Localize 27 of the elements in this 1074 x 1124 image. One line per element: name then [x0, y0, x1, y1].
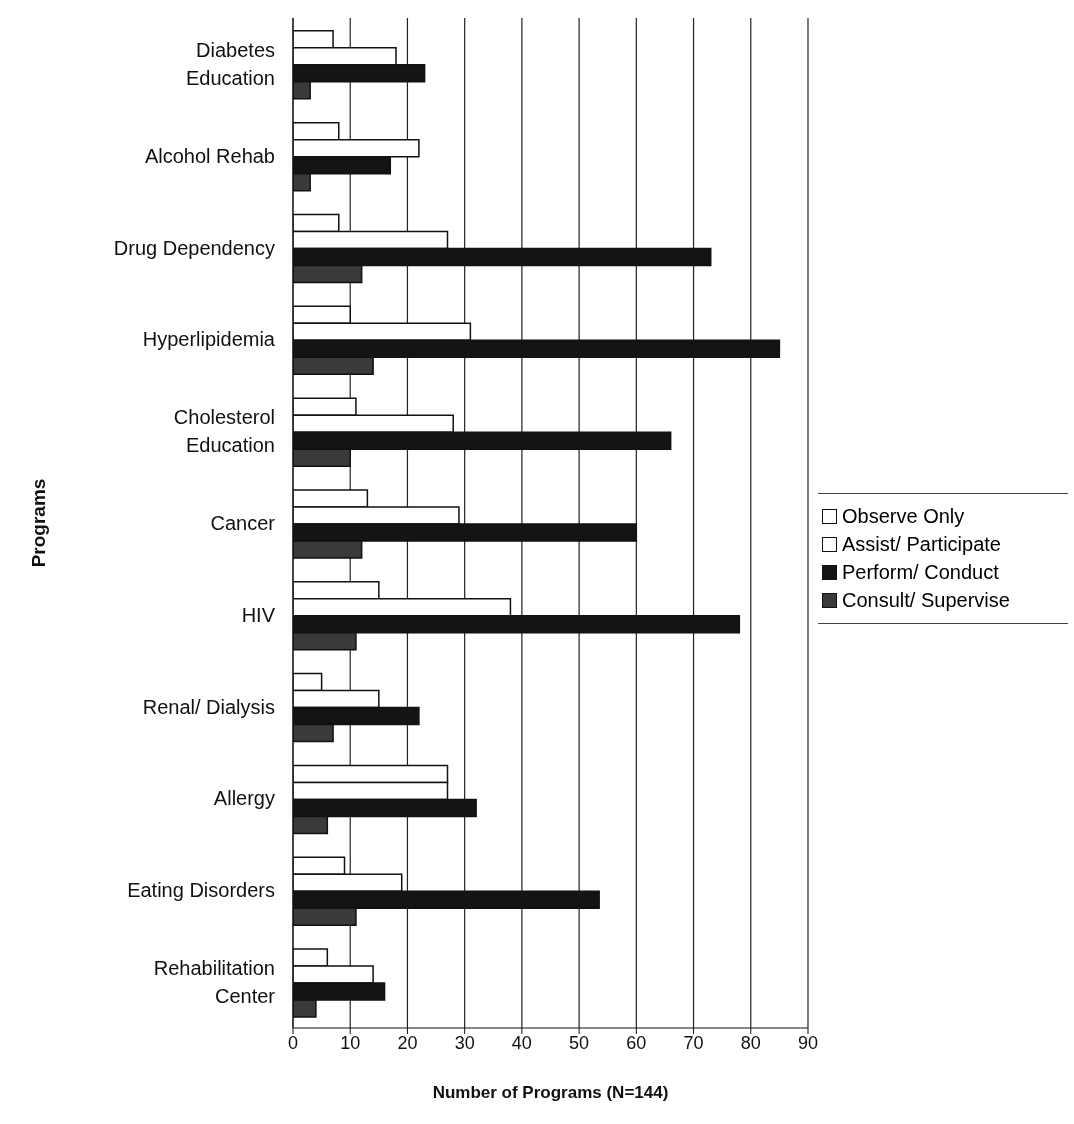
y-tick-label: Hyperlipidemia [142, 328, 276, 351]
legend-label: Consult/ Supervise [842, 588, 1010, 612]
y-tick-label: Eating Disorders [127, 879, 275, 902]
x-tick-label: 70 [683, 1032, 704, 1053]
x-tick-label: 0 [287, 1032, 299, 1053]
y-tick-label: Cancer [210, 512, 276, 534]
y-tick-label: HIV [241, 603, 276, 626]
y-tick-label: Rehabilitation Center [153, 957, 276, 1008]
legend-label: Perform/ Conduct [842, 560, 999, 584]
x-axis-title: Number of Programs (N=144) [432, 1083, 669, 1102]
legend-label: Assist/ Participate [842, 532, 1001, 556]
legend-label: Observe Only [842, 504, 965, 528]
x-tick-label: 50 [569, 1032, 590, 1053]
x-tick-label: 80 [740, 1032, 761, 1053]
x-tick-label: 20 [397, 1032, 418, 1053]
y-tick-label: Drug Dependency [113, 236, 275, 259]
x-tick-label: 30 [454, 1032, 475, 1053]
y-tick-label: Alcohol Rehab [144, 144, 275, 167]
y-tick-label: Allergy [213, 787, 275, 810]
x-tick-label: 10 [340, 1032, 361, 1053]
x-tick-label: 90 [797, 1032, 819, 1053]
y-tick-label: Diabetes Education [186, 38, 275, 89]
x-tick-label: 60 [626, 1032, 647, 1053]
y-tick-label: Cholesterol Education [173, 406, 275, 457]
y-axis-title: Programs [27, 478, 49, 568]
x-tick-label: 40 [511, 1032, 532, 1053]
y-tick-label: Renal/ Dialysis [142, 695, 275, 718]
